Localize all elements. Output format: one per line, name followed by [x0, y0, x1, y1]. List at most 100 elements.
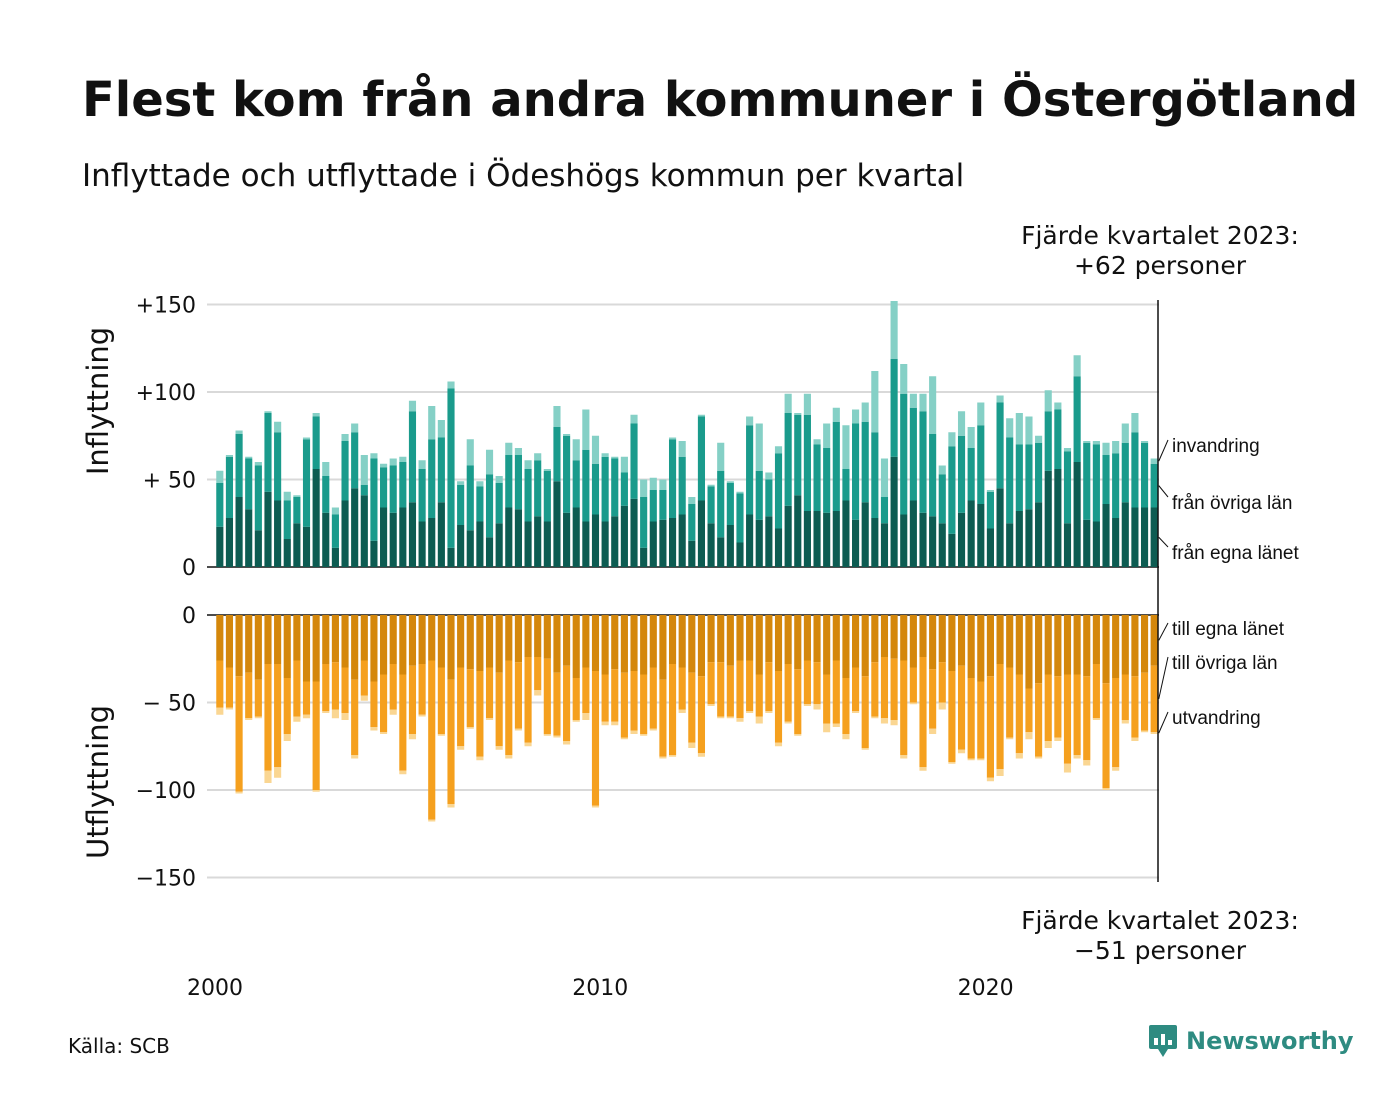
bar-outflow-segment	[1092, 718, 1100, 720]
bar-outflow-segment	[1044, 741, 1052, 748]
bar-inflow-segment	[794, 414, 802, 496]
leader-line	[1158, 439, 1169, 462]
bar-inflow-segment	[553, 427, 561, 482]
bar-outflow-segment	[274, 767, 282, 778]
bar-outflow-segment	[245, 718, 253, 720]
bar-outflow-segment	[505, 755, 513, 759]
bar-inflow-segment	[1140, 441, 1149, 443]
bar-outflow-segment	[457, 667, 465, 747]
bar-inflow-segment	[360, 484, 368, 496]
bar-inflow-segment	[543, 470, 551, 522]
bar-outflow-segment	[938, 662, 946, 703]
bar-outflow-segment	[900, 615, 908, 661]
bar-outflow-segment	[428, 819, 436, 822]
bar-inflow-segment	[466, 530, 474, 567]
bar-inflow-segment	[697, 500, 706, 567]
bar-inflow-segment	[765, 472, 773, 480]
bar-outflow-segment	[389, 664, 397, 710]
bar-outflow-segment	[967, 758, 975, 761]
bar-outflow-segment	[900, 755, 908, 759]
bar-inflow-segment	[755, 423, 763, 471]
bar-outflow-segment	[601, 721, 609, 726]
bar-outflow-segment	[707, 704, 715, 706]
bar-inflow-segment	[871, 371, 879, 433]
bar-outflow-segment	[225, 707, 234, 710]
bar-inflow-segment	[408, 411, 417, 503]
bar-inflow-segment	[360, 455, 368, 485]
bar-inflow-segment	[360, 495, 368, 567]
bar-outflow-segment	[649, 615, 657, 668]
bar-outflow-segment	[216, 660, 224, 708]
bar-inflow-segment	[1150, 507, 1158, 567]
bar-inflow-segment	[996, 488, 1004, 567]
bar-outflow-segment	[283, 615, 291, 678]
bar-inflow-segment	[803, 393, 811, 415]
bar-inflow-segment	[1112, 441, 1120, 454]
bar-inflow-segment	[774, 446, 783, 454]
bar-outflow-segment	[852, 667, 860, 712]
bar-inflow-segment	[659, 490, 667, 520]
bar-outflow-segment	[986, 615, 994, 677]
bar-inflow-segment	[514, 455, 522, 510]
bar-inflow-segment	[611, 456, 619, 459]
bar-outflow-segment	[929, 615, 937, 670]
bar-outflow-segment	[1015, 753, 1023, 759]
bar-outflow-segment	[678, 709, 686, 713]
bar-inflow-segment	[755, 519, 763, 567]
bar-inflow-segment	[225, 456, 234, 518]
bar-inflow-segment	[640, 479, 648, 497]
bar-outflow-segment	[370, 681, 378, 727]
bar-outflow-segment	[909, 702, 917, 705]
bar-outflow-segment	[582, 713, 590, 720]
bar-inflow-segment	[938, 523, 946, 567]
bar-outflow-segment	[485, 615, 494, 668]
bar-inflow-segment	[534, 453, 542, 461]
bar-outflow-segment	[996, 615, 1004, 664]
bar-inflow-segment	[274, 432, 282, 501]
bar-outflow-segment	[514, 662, 522, 729]
bar-inflow-segment	[264, 413, 272, 492]
bar-inflow-segment	[283, 500, 291, 539]
bar-outflow-segment	[563, 741, 571, 745]
bar-inflow-segment	[572, 507, 580, 567]
bar-inflow-segment	[620, 456, 628, 473]
bar-inflow-segment	[668, 518, 677, 567]
bar-inflow-segment	[688, 497, 696, 504]
bar-outflow-segment	[861, 615, 869, 677]
bar-outflow-segment	[293, 660, 301, 717]
bar-outflow-segment	[871, 716, 879, 719]
bar-inflow-segment	[852, 519, 860, 567]
bar-outflow-segment	[1121, 674, 1129, 720]
bar-inflow-segment	[630, 423, 638, 499]
bar-inflow-segment	[842, 425, 850, 469]
bar-inflow-segment	[1044, 470, 1052, 567]
bar-inflow-segment	[322, 476, 330, 513]
bar-inflow-segment	[1083, 519, 1091, 567]
bar-inflow-segment	[312, 413, 320, 417]
bar-inflow-segment	[948, 446, 956, 534]
bar-outflow-segment	[543, 734, 551, 736]
bar-inflow-segment	[216, 483, 224, 527]
label-invandring: invandring	[1172, 436, 1260, 457]
bar-outflow-segment	[225, 615, 234, 668]
bar-outflow-segment	[495, 672, 503, 747]
bar-outflow-segment	[842, 734, 850, 740]
bar-outflow-segment	[1150, 732, 1158, 734]
bar-inflow-segment	[582, 409, 590, 450]
bar-inflow-segment	[823, 423, 831, 448]
bar-outflow-segment	[620, 737, 628, 740]
bar-inflow-segment	[832, 511, 840, 567]
bar-outflow-segment	[765, 662, 773, 712]
bar-outflow-segment	[861, 676, 869, 748]
bar-outflow-segment	[736, 718, 744, 722]
bar-outflow-segment	[245, 615, 253, 673]
top-y-tick-label: 0	[182, 556, 196, 581]
bar-inflow-segment	[678, 441, 686, 457]
bar-outflow-segment	[957, 665, 966, 750]
bar-inflow-segment	[697, 414, 706, 417]
bar-outflow-segment	[736, 615, 744, 661]
bar-inflow-segment	[1121, 502, 1129, 567]
bar-inflow-segment	[717, 537, 725, 567]
bar-outflow-segment	[351, 615, 359, 680]
bar-outflow-segment	[1121, 720, 1129, 724]
